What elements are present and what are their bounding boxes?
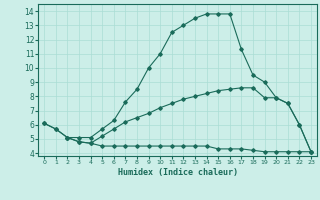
- X-axis label: Humidex (Indice chaleur): Humidex (Indice chaleur): [118, 168, 238, 177]
